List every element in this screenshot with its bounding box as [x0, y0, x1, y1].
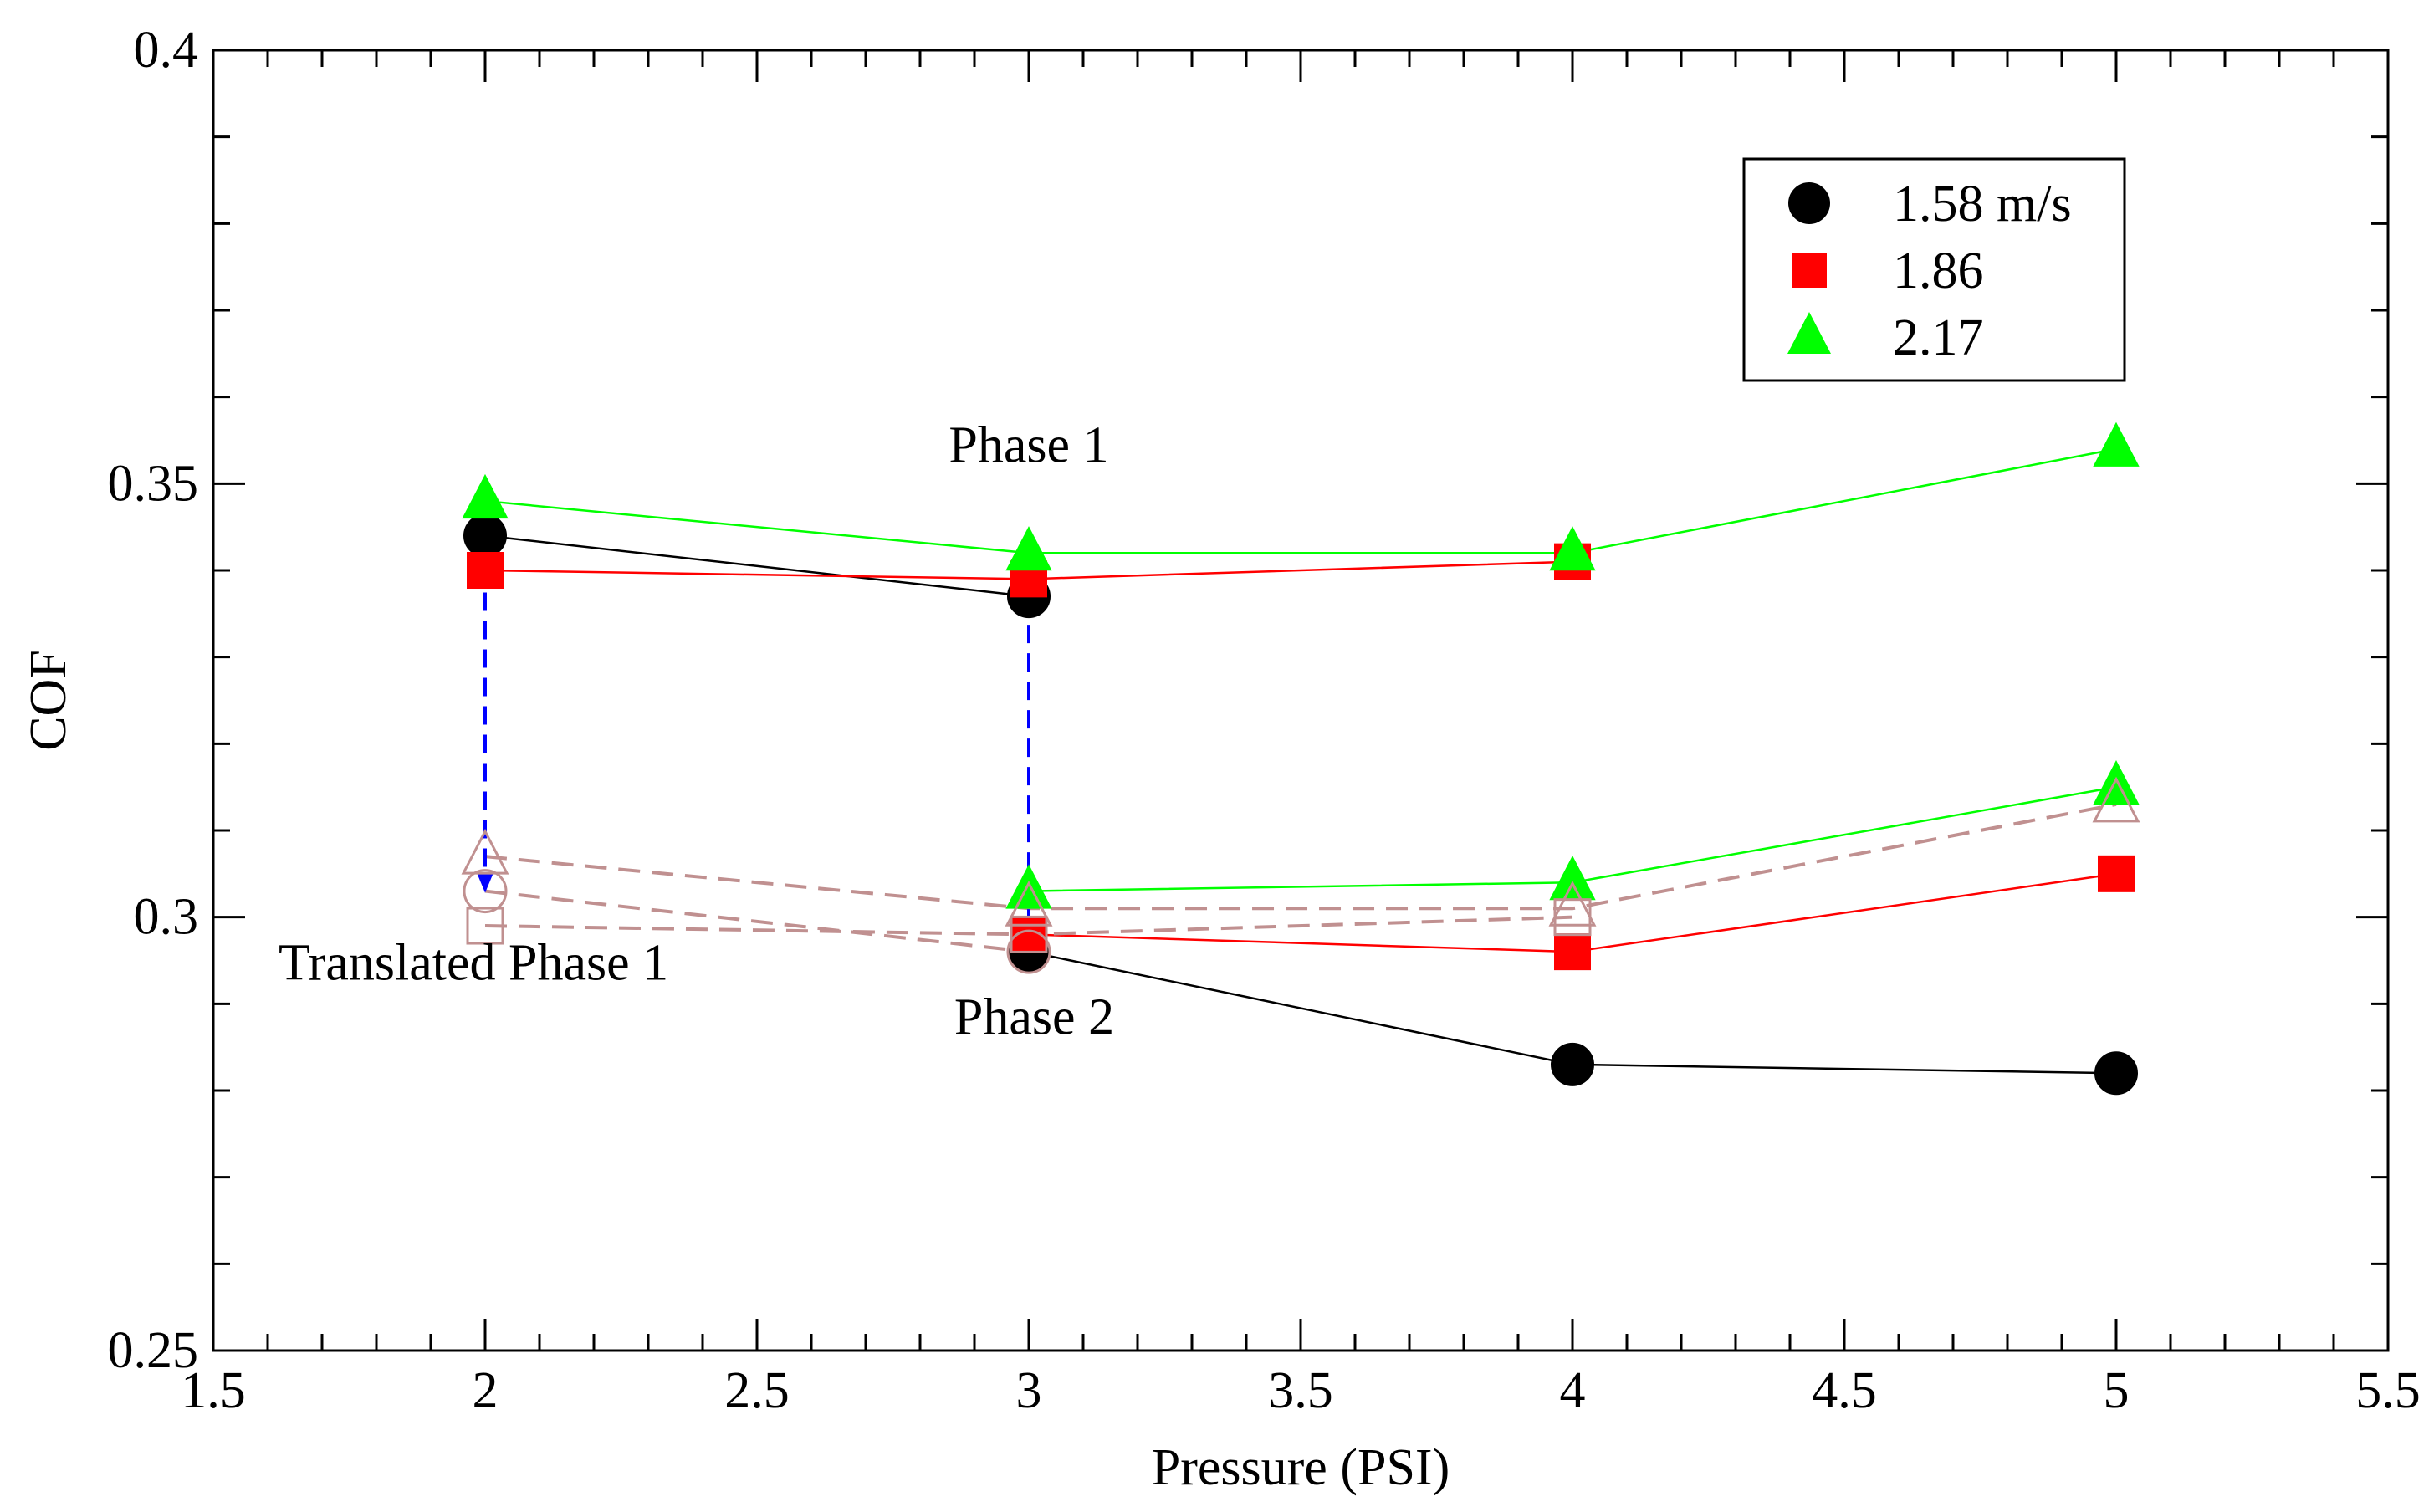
series-point: [461, 828, 509, 875]
x-tick-label: 4.5: [1812, 1362, 1877, 1419]
annotation-label: Translated Phase 1: [279, 934, 668, 991]
y-axis-title: COF: [20, 650, 77, 751]
x-axis-title: Pressure (PSI): [1152, 1439, 1450, 1496]
legend-marker: [1788, 182, 1830, 224]
x-tick-label: 3.5: [1268, 1362, 1333, 1419]
legend-label: 2.17: [1893, 309, 1984, 366]
y-tick-label: 0.3: [134, 889, 199, 946]
series-point: [1006, 929, 1051, 974]
legend-label: 1.86: [1893, 243, 1984, 299]
x-tick-label: 4: [1560, 1362, 1586, 1419]
legend-marker: [1792, 253, 1827, 288]
series-line: [484, 534, 1030, 598]
x-tick-label: 5.5: [2355, 1362, 2421, 1419]
series-point: [1551, 1042, 1594, 1086]
annotation-label: Phase 2: [954, 989, 1114, 1046]
series-point: [2094, 1051, 2138, 1096]
series-point: [2092, 776, 2140, 823]
series-point: [1548, 881, 1597, 927]
y-tick-label: 0.4: [134, 22, 199, 79]
annotation-label: Phase 1: [949, 416, 1108, 473]
series-point: [2093, 421, 2140, 467]
series-point: [1554, 933, 1591, 971]
x-tick-label: 3: [1016, 1362, 1042, 1419]
series-line: [484, 802, 2117, 911]
series-line: [484, 889, 1030, 954]
x-tick-label: 2: [473, 1362, 499, 1419]
series-point: [467, 552, 504, 589]
y-tick-label: 0.25: [108, 1322, 199, 1379]
legend-marker: [1787, 312, 1831, 354]
series-point: [466, 907, 504, 945]
plot-frame: [212, 49, 2390, 1352]
axis-tick-labels: 1.5 2 2.5 3 3.5 4 4.5 5 5.5 0.25 0.3 0.35 0.4: [108, 22, 2421, 1419]
series-point: [462, 473, 509, 519]
series-point: [2098, 855, 2135, 892]
series-point: [1005, 864, 1052, 909]
x-tick-label: 5: [2104, 1362, 2130, 1419]
annotations: Phase 1 Phase 2 Translated Phase 1: [279, 416, 1114, 1045]
series-line: [484, 447, 2117, 554]
legend-label: 1.58 m/s: [1893, 176, 2072, 232]
series-point: [1549, 526, 1596, 571]
legend: 1.58 m/s 1.86 2.17: [1742, 157, 2126, 382]
series-point: [463, 869, 508, 914]
series-point: [1005, 526, 1052, 571]
data-markers: [461, 421, 2140, 1096]
x-tick-label: 1.5: [181, 1362, 246, 1419]
series-point: [1010, 915, 1048, 953]
series-point: [463, 513, 507, 558]
y-tick-label: 0.35: [108, 455, 199, 512]
translation-arrow-head: [477, 872, 493, 893]
series-point: [2093, 759, 2140, 805]
x-tick-label: 2.5: [724, 1362, 790, 1419]
series-point: [1005, 881, 1053, 927]
